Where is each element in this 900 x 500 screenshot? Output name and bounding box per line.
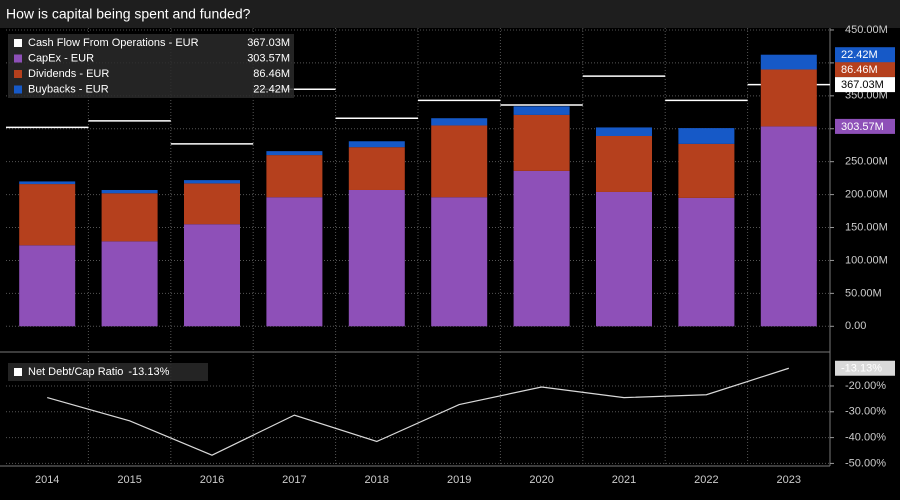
x-tick-label: 2023 bbox=[777, 474, 801, 486]
bar-segment bbox=[348, 141, 405, 148]
y-tick-label: 250.00M bbox=[845, 156, 888, 168]
bar-segment bbox=[678, 143, 735, 198]
legend-box bbox=[8, 34, 294, 98]
y-tick-label: 150.00M bbox=[845, 221, 888, 233]
x-tick-label: 2018 bbox=[365, 474, 389, 486]
legend-swatch bbox=[14, 85, 22, 94]
bar-segment bbox=[678, 128, 735, 144]
bar-segment bbox=[431, 197, 488, 327]
value-box bbox=[835, 47, 895, 63]
y-tick-label: -30.00% bbox=[845, 406, 886, 418]
value-box-label: 22.42M bbox=[841, 49, 878, 61]
legend-label: Cash Flow From Operations - EUR bbox=[28, 37, 199, 49]
bar-segment bbox=[513, 170, 570, 327]
value-box bbox=[835, 360, 895, 376]
legend-value: 303.57M bbox=[247, 52, 290, 64]
y-tick-label: -40.00% bbox=[845, 432, 886, 444]
legend-value: 86.46M bbox=[253, 68, 290, 80]
bar-segment bbox=[431, 125, 488, 198]
bar-segment bbox=[513, 106, 570, 115]
bar-segment bbox=[596, 191, 652, 327]
bar-segment bbox=[19, 181, 76, 185]
legend-label: CapEx - EUR bbox=[28, 52, 94, 64]
x-tick-label: 2015 bbox=[117, 474, 141, 486]
y-tick-label: 50.00M bbox=[845, 287, 882, 299]
value-box-label: 303.57M bbox=[841, 121, 884, 133]
y-tick-label: -50.00% bbox=[845, 457, 886, 469]
bar-segment bbox=[678, 197, 735, 327]
bar-segment bbox=[184, 183, 240, 225]
legend-box bbox=[8, 363, 208, 381]
bar-segment bbox=[760, 69, 817, 127]
y-tick-label: 450.00M bbox=[845, 24, 888, 36]
y-tick-label: -20.00% bbox=[845, 380, 886, 392]
legend-swatch bbox=[14, 39, 22, 47]
bar-segment bbox=[184, 180, 240, 184]
y-tick-label: 0.00 bbox=[845, 320, 866, 332]
ratio-line bbox=[47, 367, 789, 456]
value-box-label: -13.13% bbox=[841, 363, 882, 375]
x-tick-label: 2019 bbox=[447, 474, 471, 486]
value-box bbox=[835, 61, 895, 77]
x-tick-label: 2020 bbox=[529, 474, 553, 486]
legend-swatch bbox=[14, 368, 22, 376]
bar-segment bbox=[266, 197, 323, 327]
value-box-label: 367.03M bbox=[841, 79, 884, 91]
bar-segment bbox=[184, 224, 240, 327]
x-tick-label: 2022 bbox=[694, 474, 718, 486]
value-box bbox=[835, 77, 895, 93]
bar-segment bbox=[19, 184, 76, 246]
x-tick-label: 2017 bbox=[282, 474, 306, 486]
bar-segment bbox=[596, 135, 652, 192]
y-tick-label: 200.00M bbox=[845, 189, 888, 201]
bar-segment bbox=[19, 245, 76, 327]
legend-label: Net Debt/Cap Ratio bbox=[28, 366, 123, 378]
legend-value: -13.13% bbox=[128, 366, 169, 378]
x-tick-label: 2016 bbox=[200, 474, 224, 486]
x-tick-label: 2021 bbox=[612, 474, 636, 486]
bar-segment bbox=[266, 155, 323, 198]
title-bar bbox=[0, 0, 900, 28]
y-tick-label: 350.00M bbox=[845, 90, 888, 102]
bar-segment bbox=[431, 118, 488, 126]
bar-segment bbox=[101, 193, 158, 242]
bar-segment bbox=[348, 147, 405, 190]
y-tick-label: 100.00M bbox=[845, 254, 888, 266]
bar-segment bbox=[760, 126, 817, 327]
bar-segment bbox=[348, 189, 405, 327]
bar-segment bbox=[101, 241, 158, 327]
value-box bbox=[835, 118, 895, 134]
bar-segment bbox=[101, 189, 158, 194]
legend-label: Buybacks - EUR bbox=[28, 83, 109, 95]
legend-value: 22.42M bbox=[253, 83, 290, 95]
bar-segment bbox=[760, 54, 817, 70]
legend-value: 367.03M bbox=[247, 37, 290, 49]
chart-title: How is capital being spent and funded? bbox=[6, 6, 251, 22]
value-box-label: 86.46M bbox=[841, 64, 878, 76]
x-tick-label: 2014 bbox=[35, 474, 59, 486]
bar-segment bbox=[513, 114, 570, 171]
bar-segment bbox=[596, 127, 652, 136]
legend-label: Dividends - EUR bbox=[28, 68, 109, 80]
legend-swatch bbox=[14, 70, 22, 78]
bar-segment bbox=[266, 151, 323, 156]
legend-swatch bbox=[14, 54, 22, 63]
